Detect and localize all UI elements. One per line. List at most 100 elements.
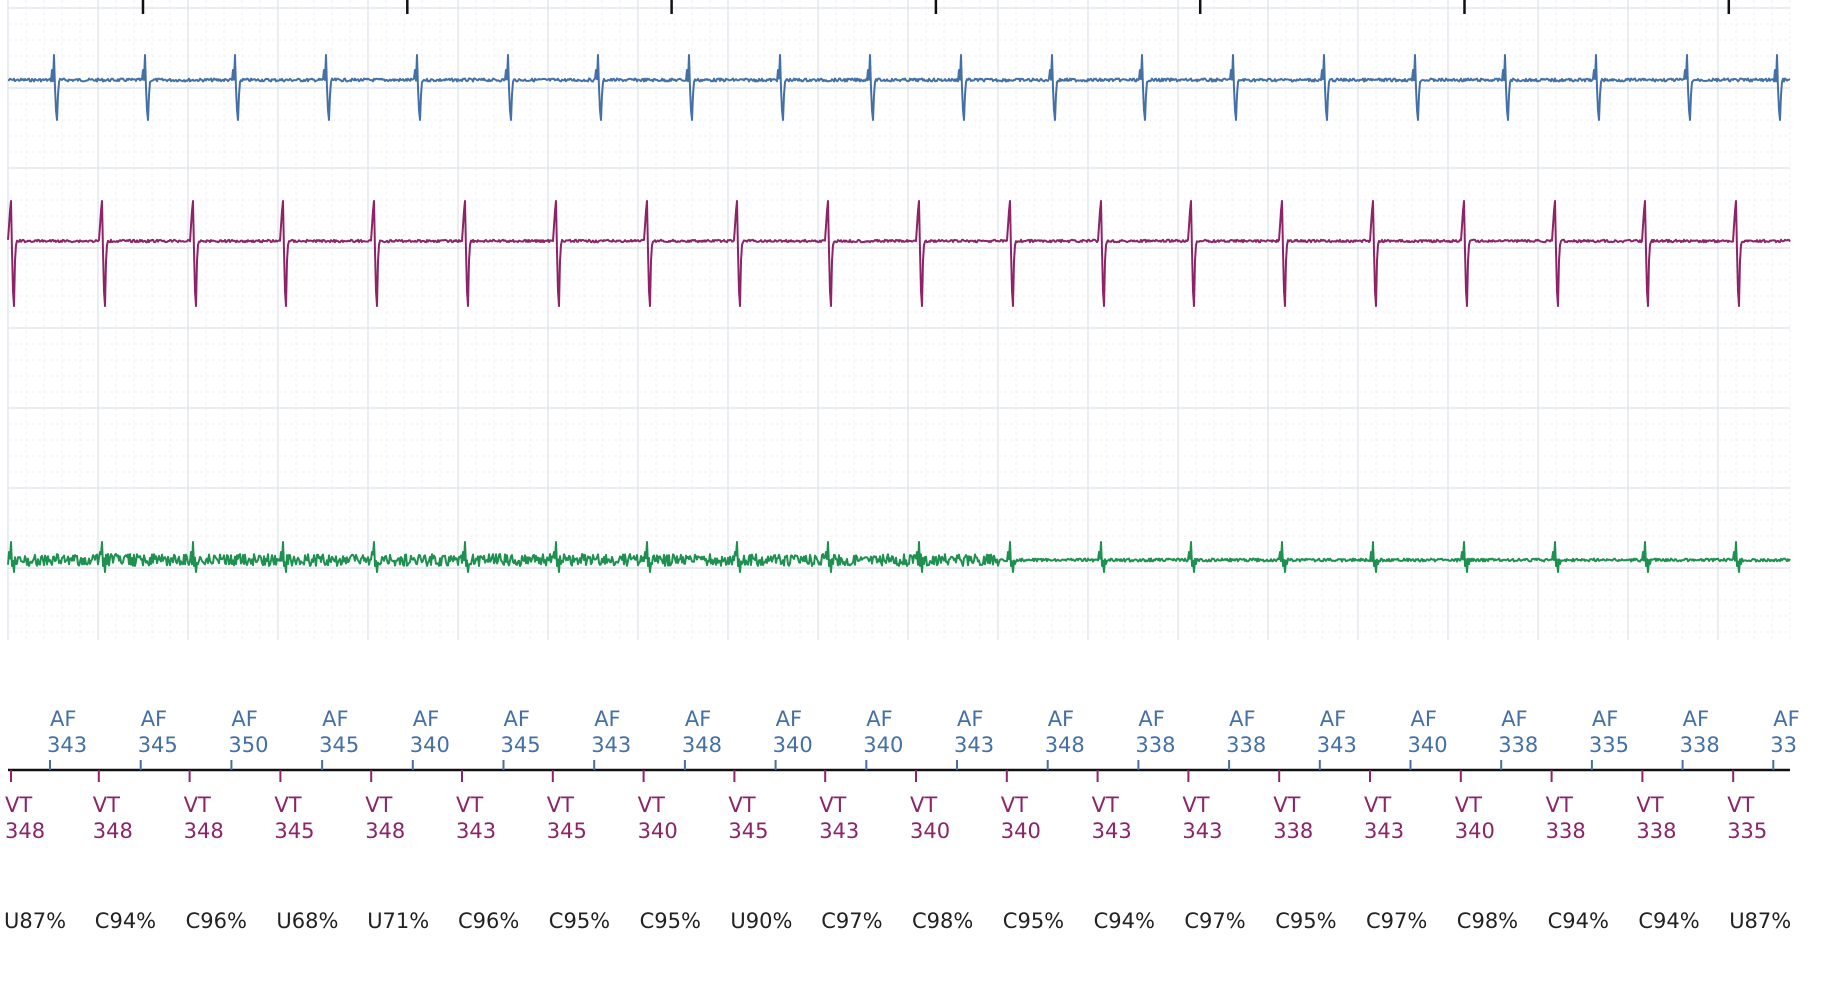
atrial-marker-interval: 343	[591, 733, 631, 757]
atrial-marker-label: AF	[1592, 707, 1618, 731]
atrial-marker-interval: 345	[138, 733, 178, 757]
atrial-marker-label: AF	[322, 707, 348, 731]
beat-classification: U87%	[4, 909, 66, 933]
ventricular-marker-interval: 338	[1636, 819, 1676, 843]
ventricular-marker-interval: 348	[5, 819, 45, 843]
ventricular-marker-label: VT	[456, 793, 483, 817]
atrial-marker-interval: 338	[1498, 733, 1538, 757]
ventricular-marker-interval: 343	[819, 819, 859, 843]
ventricular-marker-interval: 348	[365, 819, 405, 843]
beat-classification: C95%	[1003, 909, 1064, 933]
beat-classification: U68%	[276, 909, 338, 933]
ventricular-marker-interval: 343	[1182, 819, 1222, 843]
atrial-marker-label: AF	[1138, 707, 1164, 731]
atrial-marker-interval: 343	[1317, 733, 1357, 757]
ventricular-marker-label: VT	[1455, 793, 1482, 817]
ventricular-marker-label: VT	[819, 793, 846, 817]
beat-classification: C96%	[458, 909, 519, 933]
ventricular-marker-interval: 340	[910, 819, 950, 843]
beat-classification: C98%	[912, 909, 973, 933]
time-tick-marks	[141, 0, 1731, 14]
atrial-marker-interval: 335	[1589, 733, 1629, 757]
egm-trace-channel-top	[7, 54, 1791, 121]
beat-classification: C94%	[95, 909, 156, 933]
ventricular-marker-interval: 338	[1546, 819, 1586, 843]
ventricular-marker-label: VT	[638, 793, 665, 817]
beat-classification: U87%	[1729, 909, 1791, 933]
beat-classification: C97%	[821, 909, 882, 933]
beat-classification: C94%	[1548, 909, 1609, 933]
egm-trace-channel-bottom	[7, 541, 1791, 573]
ventricular-marker-label: VT	[1001, 793, 1028, 817]
atrial-marker-label: AF	[231, 707, 257, 731]
beat-classification: C94%	[1094, 909, 1155, 933]
ventricular-marker-label: VT	[1364, 793, 1391, 817]
atrial-marker-label: AF	[594, 707, 620, 731]
ventricular-marker-interval: 340	[1455, 819, 1495, 843]
atrial-marker-label: AF	[504, 707, 530, 731]
atrial-marker-interval: 345	[501, 733, 541, 757]
beat-classification: C97%	[1184, 909, 1245, 933]
ventricular-marker-interval: 343	[456, 819, 496, 843]
ventricular-marker-label: VT	[274, 793, 301, 817]
ventricular-marker-label: VT	[547, 793, 574, 817]
beat-classification: C97%	[1366, 909, 1427, 933]
ventricular-marker-label: VT	[728, 793, 755, 817]
ventricular-marker-label: VT	[5, 793, 32, 817]
atrial-marker-interval: 348	[1045, 733, 1085, 757]
beat-classification: U90%	[730, 909, 792, 933]
ventricular-marker-channel: VT348VT348VT348VT345VT348VT343VT345VT340…	[5, 770, 1767, 843]
atrial-marker-label: AF	[50, 707, 76, 731]
atrial-marker-interval: 340	[773, 733, 813, 757]
atrial-marker-interval: 340	[863, 733, 903, 757]
atrial-marker-label: AF	[1411, 707, 1437, 731]
beat-classification: C95%	[640, 909, 701, 933]
ventricular-marker-interval: 343	[1092, 819, 1132, 843]
atrial-marker-interval: 33	[1770, 733, 1797, 757]
atrial-marker-interval: 340	[1408, 733, 1448, 757]
atrial-marker-label: AF	[413, 707, 439, 731]
ventricular-marker-interval: 335	[1727, 819, 1767, 843]
beat-classification: C96%	[186, 909, 247, 933]
ventricular-marker-interval: 340	[638, 819, 678, 843]
atrial-marker-interval: 348	[682, 733, 722, 757]
ventricular-marker-label: VT	[93, 793, 120, 817]
ventricular-marker-label: VT	[184, 793, 211, 817]
grid	[7, 0, 1791, 640]
atrial-marker-label: AF	[1320, 707, 1346, 731]
atrial-marker-label: AF	[141, 707, 167, 731]
ventricular-marker-interval: 348	[184, 819, 224, 843]
atrial-marker-interval: 350	[228, 733, 268, 757]
atrial-marker-interval: 340	[410, 733, 450, 757]
atrial-marker-label: AF	[1229, 707, 1255, 731]
beat-classification: C95%	[549, 909, 610, 933]
atrial-marker-interval: 338	[1135, 733, 1175, 757]
beat-classification: C98%	[1457, 909, 1518, 933]
ventricular-marker-interval: 343	[1364, 819, 1404, 843]
atrial-marker-label: AF	[957, 707, 983, 731]
beat-classification: C95%	[1275, 909, 1336, 933]
atrial-marker-label: AF	[1683, 707, 1709, 731]
atrial-marker-label: AF	[1048, 707, 1074, 731]
atrial-marker-interval: 338	[1680, 733, 1720, 757]
ventricular-marker-interval: 340	[1001, 819, 1041, 843]
atrial-marker-label: AF	[866, 707, 892, 731]
ventricular-marker-label: VT	[1273, 793, 1300, 817]
ventricular-marker-label: VT	[1727, 793, 1754, 817]
beat-classification: C94%	[1638, 909, 1699, 933]
ventricular-marker-interval: 348	[93, 819, 133, 843]
ventricular-marker-label: VT	[365, 793, 392, 817]
atrial-marker-interval: 343	[47, 733, 87, 757]
atrial-marker-label: AF	[685, 707, 711, 731]
ventricular-marker-interval: 338	[1273, 819, 1313, 843]
atrial-marker-channel: AF343AF345AF350AF345AF340AF345AF343AF348…	[47, 707, 1800, 770]
egm-trace-channel-mid	[7, 200, 1791, 307]
ventricular-marker-label: VT	[1546, 793, 1573, 817]
ventricular-marker-label: VT	[1636, 793, 1663, 817]
atrial-marker-interval: 345	[319, 733, 359, 757]
atrial-marker-interval: 343	[954, 733, 994, 757]
atrial-marker-interval: 338	[1226, 733, 1266, 757]
beat-classification: U71%	[367, 909, 429, 933]
ventricular-marker-interval: 345	[728, 819, 768, 843]
